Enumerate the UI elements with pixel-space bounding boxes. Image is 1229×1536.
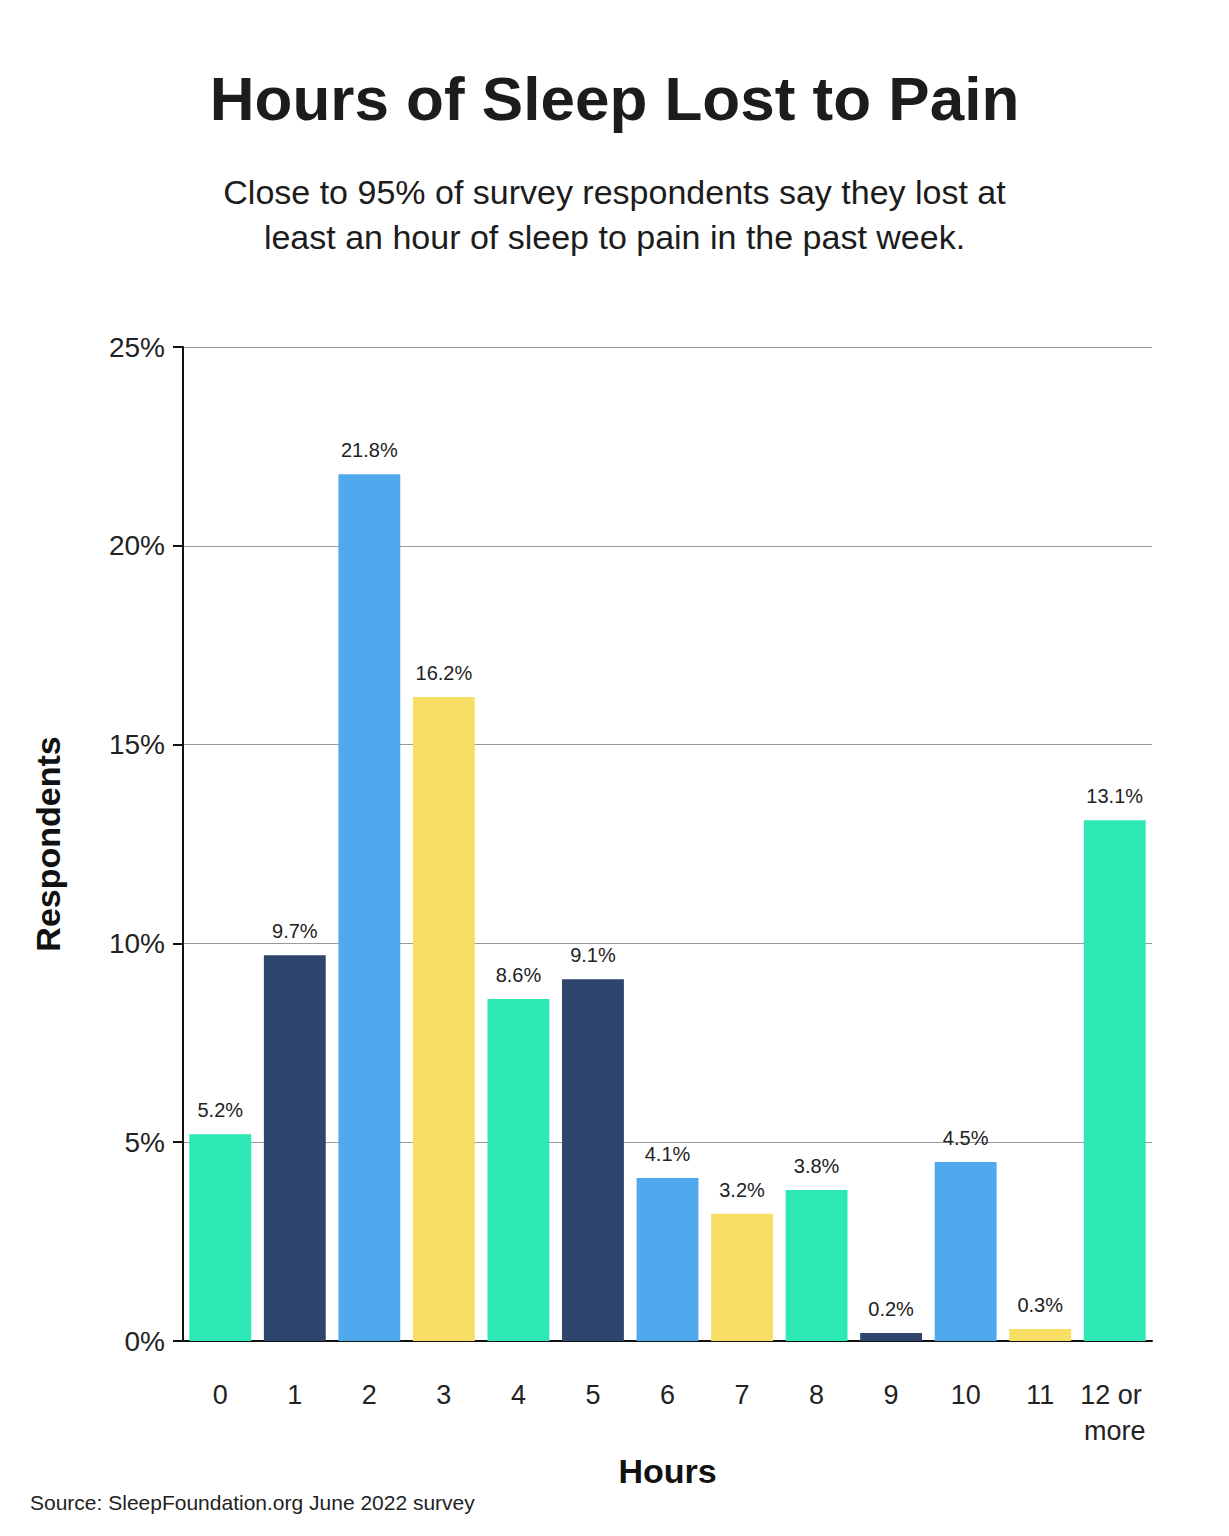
svg-text:9: 9 [884, 1380, 899, 1410]
svg-text:Hours: Hours [618, 1452, 716, 1490]
svg-text:12 or: 12 or [1080, 1380, 1149, 1410]
svg-text:3.2%: 3.2% [719, 1179, 765, 1201]
svg-text:16.2%: 16.2% [416, 662, 473, 684]
svg-text:9.7%: 9.7% [272, 920, 318, 942]
svg-text:2: 2 [362, 1380, 377, 1410]
svg-text:4: 4 [511, 1380, 526, 1410]
svg-text:10%: 10% [109, 928, 165, 959]
svg-text:3: 3 [436, 1380, 451, 1410]
svg-text:5: 5 [585, 1380, 600, 1410]
svg-text:more: more [1084, 1416, 1146, 1446]
svg-text:Source: SleepFoundation.org Ju: Source: SleepFoundation.org June 2022 su… [30, 1491, 475, 1514]
svg-text:7: 7 [735, 1380, 750, 1410]
svg-text:13.1%: 13.1% [1086, 785, 1143, 807]
svg-text:4.1%: 4.1% [645, 1143, 691, 1165]
svg-text:0.2%: 0.2% [868, 1298, 914, 1320]
svg-text:1: 1 [287, 1380, 302, 1410]
svg-text:9.1%: 9.1% [570, 944, 616, 966]
svg-text:8: 8 [809, 1380, 824, 1410]
svg-text:21.8%: 21.8% [341, 439, 398, 461]
svg-text:11: 11 [1026, 1380, 1054, 1410]
svg-text:least an hour of sleep to pain: least an hour of sleep to pain in the pa… [264, 218, 965, 256]
svg-text:25%: 25% [109, 332, 165, 363]
svg-text:Respondents: Respondents [29, 736, 67, 951]
svg-text:6: 6 [660, 1380, 675, 1410]
svg-text:4.5%: 4.5% [943, 1127, 989, 1149]
svg-text:0%: 0% [125, 1326, 165, 1357]
svg-text:5%: 5% [125, 1127, 165, 1158]
svg-text:15%: 15% [109, 729, 165, 760]
svg-text:8.6%: 8.6% [496, 964, 542, 986]
svg-text:20%: 20% [109, 530, 165, 561]
svg-text:5.2%: 5.2% [197, 1099, 243, 1121]
svg-text:Hours of Sleep Lost to Pain: Hours of Sleep Lost to Pain [210, 64, 1020, 133]
svg-text:Close to 95% of survey respond: Close to 95% of survey respondents say t… [223, 173, 1006, 211]
svg-text:3.8%: 3.8% [794, 1155, 840, 1177]
svg-text:0.3%: 0.3% [1017, 1294, 1063, 1316]
svg-text:0: 0 [213, 1380, 228, 1410]
svg-text:10: 10 [951, 1380, 981, 1410]
